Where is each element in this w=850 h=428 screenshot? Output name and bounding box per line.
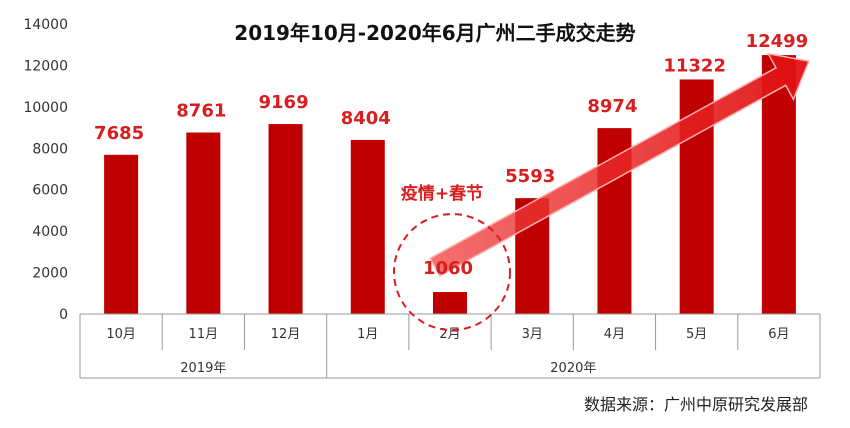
x-tick-label: 4月 <box>604 327 625 342</box>
y-tick-label: 0 <box>59 307 68 323</box>
x-tick-label: 11月 <box>189 327 219 342</box>
x-tick-label: 6月 <box>768 327 789 342</box>
data-label: 7685 <box>94 123 144 144</box>
trend-arrow-shape <box>429 52 810 277</box>
x-tick-label: 1月 <box>357 327 378 342</box>
x-group-label: 2019年 <box>180 361 226 376</box>
y-tick-label: 2000 <box>32 266 68 282</box>
bar-1月 <box>350 139 385 314</box>
y-tick-label: 6000 <box>32 183 68 199</box>
x-tick-label: 12月 <box>271 327 301 342</box>
bar-2月 <box>433 292 467 314</box>
y-tick-label: 10000 <box>23 100 68 116</box>
y-tick-label: 12000 <box>23 58 68 74</box>
bar-12月 <box>268 124 303 315</box>
data-label: 1060 <box>423 258 473 279</box>
x-group-label: 2020年 <box>550 361 596 376</box>
highlight-circle <box>393 213 511 332</box>
bar-11月 <box>186 132 221 314</box>
y-axis: 0 2000 4000 6000 8000 10000 12000 14000 <box>23 17 68 323</box>
annotation-label: 疫情+春节 <box>401 183 483 204</box>
data-label: 8974 <box>587 96 637 117</box>
x-tick-label: 5月 <box>686 327 707 342</box>
data-label: 8761 <box>176 101 226 122</box>
data-labels: 7685 8761 9169 8404 1060 5593 8974 11322 12499 <box>94 31 808 279</box>
y-tick-label: 4000 <box>32 224 68 240</box>
source-note: 数据来源：广州中原研究发展部 <box>584 395 808 414</box>
data-label: 11322 <box>663 55 726 76</box>
data-label: 5593 <box>505 166 555 187</box>
x-tick-label: 3月 <box>522 327 543 342</box>
x-tick-label: 10月 <box>106 327 136 342</box>
bar-6月 <box>761 55 796 315</box>
y-tick-label: 8000 <box>32 141 68 157</box>
chart-title: 2019年10月-2020年6月广州二手成交走势 <box>234 21 635 45</box>
y-tick-label: 14000 <box>23 17 68 33</box>
data-label: 8404 <box>341 108 391 129</box>
bar-10月 <box>104 154 139 314</box>
data-label: 12499 <box>746 31 809 52</box>
trend-arrow <box>429 52 810 277</box>
data-label: 9169 <box>259 92 309 113</box>
